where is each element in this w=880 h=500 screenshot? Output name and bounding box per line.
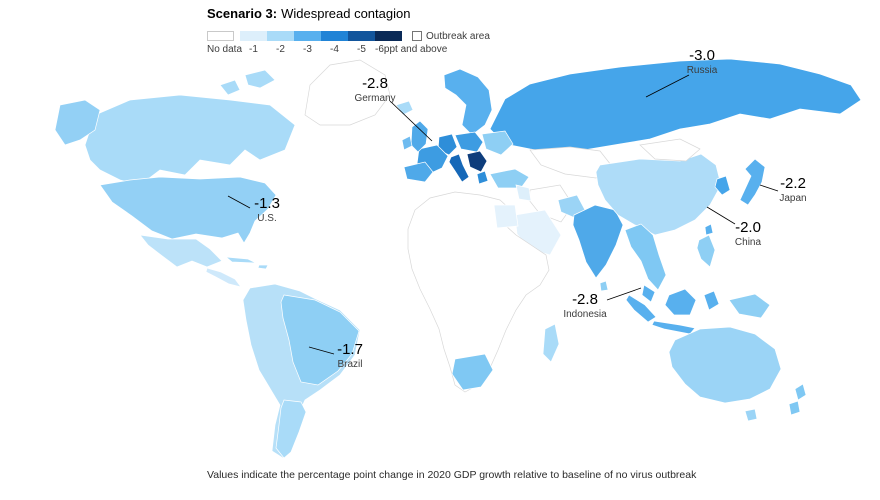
legend-band-1-swatch [240,31,267,41]
callout-line-us [227,195,251,209]
country-indonesia-borneo [664,288,697,316]
legend-band-5-label: -5 [357,44,366,55]
country-indonesia-java [651,320,696,335]
title-scenario: Scenario 3: [207,6,278,21]
legend-no-data-swatch [207,31,234,41]
country-south-korea [714,175,731,196]
country-iceland [395,100,414,116]
country-usa [99,176,277,244]
legend-band-3-swatch [294,31,321,41]
country-brazil [280,294,360,386]
legend-outbreak-area: Outbreak area [412,30,490,42]
country-taiwan [704,223,714,236]
callout-brazil-value: -1.7 [337,341,363,358]
legend-band-4-label: -4 [330,44,339,55]
country-ireland [401,135,413,151]
legend-band-2-label: -2 [276,44,285,55]
country-madagascar [542,323,560,363]
country-new-zealand [788,383,807,416]
callout-china-country: China [734,237,762,248]
callout-line-germany [389,100,433,142]
country-italy [448,153,470,183]
country-egypt [493,204,519,229]
callout-china: -2.0 China [735,220,761,249]
country-australia [668,326,782,404]
callout-russia-country: Russia [686,65,718,76]
world-map [54,58,862,459]
country-scandinavia [443,68,493,136]
callout-indonesia-country: Indonesia [563,309,607,320]
callout-line-china [706,206,736,225]
country-indonesia-sumatra [625,294,657,323]
page-title: Scenario 3: Widespread contagion [207,6,410,21]
country-iberia [403,161,434,183]
country-new-guinea [728,293,771,319]
legend-band-3-label: -3 [303,44,312,55]
legend-band-2-swatch [267,31,294,41]
legend-band-6: -6ppt and above [375,31,448,55]
outbreak-area-swatch-icon [412,31,422,41]
country-malaysia [641,284,656,303]
country-mongolia [639,138,701,162]
callout-us-value: -1.3 [254,195,280,212]
callout-japan-country: Japan [779,193,807,204]
country-india [572,204,624,279]
callout-japan-value: -2.2 [780,175,806,192]
legend-band-4-swatch [321,31,348,41]
title-text: Widespread contagion [281,6,411,21]
country-central-europe [454,131,484,153]
legend-band-2: -2 [267,31,294,55]
footnote: Values indicate the percentage point cha… [207,469,697,481]
legend-no-data: No data [207,31,243,55]
callout-indonesia-value: -2.8 [572,291,598,308]
callout-russia: -3.0 Russia [687,48,718,77]
outbreak-area-label: Outbreak area [426,30,490,42]
callout-germany-value: -2.8 [362,75,388,92]
callout-line-brazil [308,346,335,355]
callout-us-country: U.S. [257,213,277,224]
country-central-america [205,267,242,288]
legend-no-data-label: No data [207,44,243,55]
country-ukraine [481,130,514,156]
legend-band-1: -1 [240,31,267,55]
legend-band-3: -3 [294,31,321,55]
country-tasmania [744,408,758,422]
country-argentina [275,399,307,459]
legend-band-5: -5 [348,31,375,55]
country-mexico [139,234,223,268]
country-canada-arctic-islands [219,69,276,96]
callout-line-russia [645,74,690,98]
legend-band-4: -4 [321,31,348,55]
callout-brazil-country: Brazil [337,359,363,370]
legend-band-5-swatch [348,31,375,41]
callout-us: -1.3 U.S. [254,196,280,225]
country-indonesia-sulawesi [703,290,720,311]
country-greece [476,170,489,185]
country-sri-lanka [599,280,609,292]
country-middle-east [515,184,532,202]
legend-band-6-label: -6ppt and above [375,44,448,55]
callout-line-japan [759,184,779,192]
country-se-asia [624,223,667,291]
callout-germany-country: Germany [354,93,396,104]
callout-line-indonesia [606,287,642,301]
callout-indonesia: -2.8 Indonesia [563,292,606,321]
country-canada [84,94,296,186]
country-japan [739,158,766,206]
country-south-africa [451,353,494,391]
country-greenland [304,59,391,126]
callout-brazil: -1.7 Brazil [337,342,363,371]
country-philippines [696,234,716,268]
callout-germany: -2.8 Germany [354,76,395,105]
country-turkey [489,168,530,189]
callout-japan: -2.2 Japan [779,176,806,205]
country-balkans [466,150,488,173]
country-alaska [54,99,101,146]
legend-band-6-swatch [375,31,402,41]
legend: No data -1 -2 -3 -4 -5 -6ppt and above [207,31,490,55]
callout-russia-value: -3.0 [689,47,715,64]
legend-band-1-label: -1 [249,44,258,55]
callout-china-value: -2.0 [735,219,761,236]
country-caribbean [224,256,269,270]
